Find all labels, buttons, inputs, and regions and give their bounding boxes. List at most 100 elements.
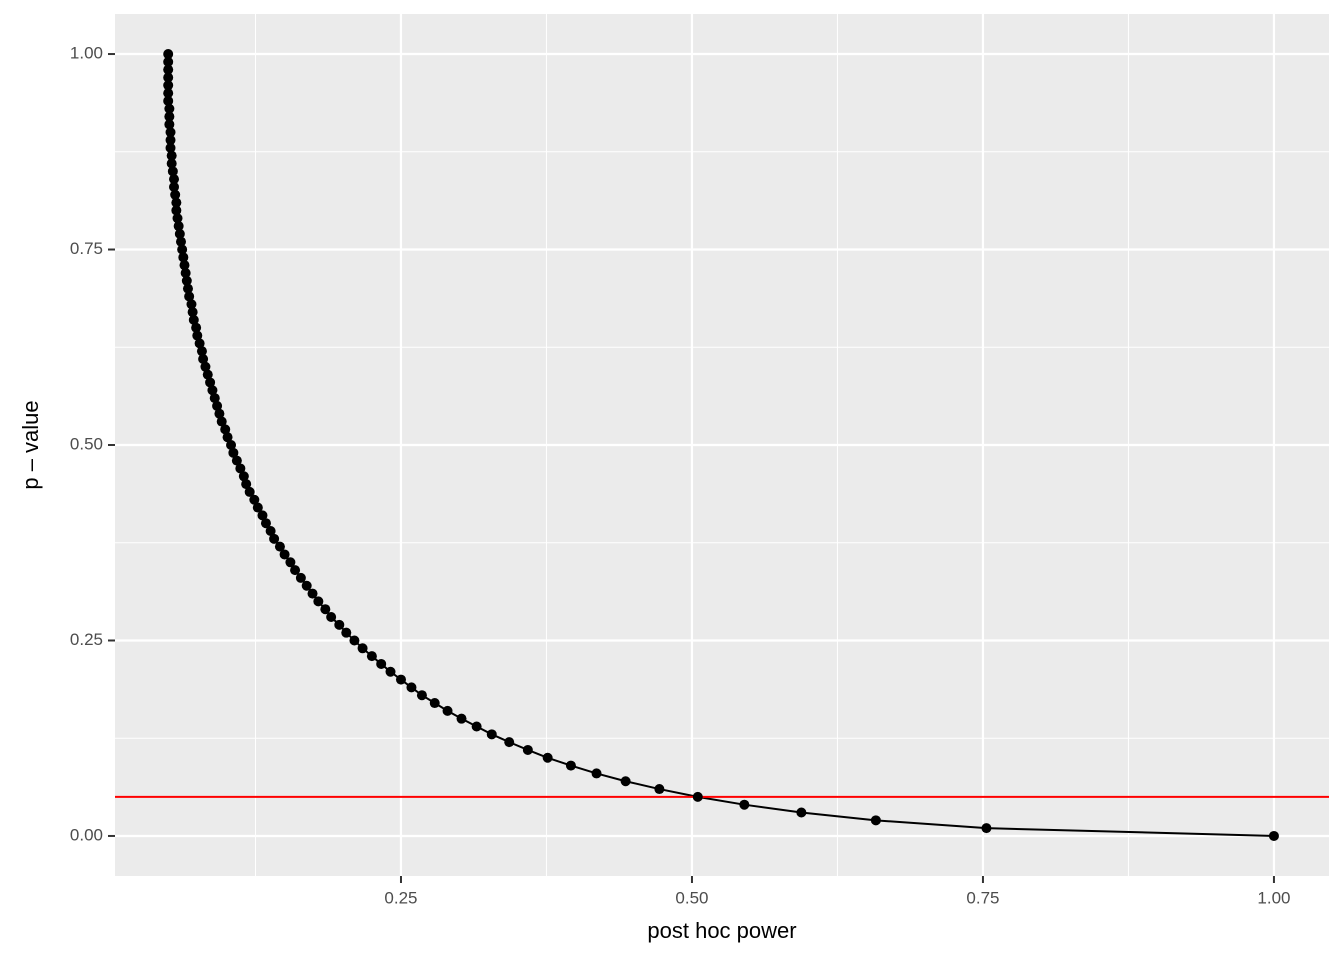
- point: [231, 455, 242, 466]
- point: [796, 807, 807, 818]
- point: [165, 127, 176, 138]
- point: [279, 549, 290, 560]
- x-axis-title: post hoc power: [647, 918, 796, 943]
- point: [166, 150, 177, 161]
- point: [164, 119, 175, 130]
- point: [235, 463, 246, 474]
- point: [222, 432, 233, 443]
- point: [163, 80, 174, 91]
- point: [169, 181, 180, 192]
- point: [366, 651, 377, 662]
- point: [192, 330, 203, 341]
- x-tick-label: 0.75: [966, 888, 999, 907]
- point: [326, 612, 337, 623]
- x-tick-label: 1.00: [1257, 888, 1290, 907]
- point: [870, 815, 881, 826]
- point: [164, 103, 175, 114]
- point: [341, 627, 352, 638]
- y-tick-label: 0.75: [70, 239, 103, 258]
- point: [191, 322, 202, 333]
- point: [178, 252, 189, 263]
- point: [173, 221, 184, 232]
- point: [565, 760, 576, 771]
- point: [209, 393, 220, 404]
- point: [522, 744, 533, 755]
- point: [216, 416, 227, 427]
- point: [265, 526, 276, 537]
- point: [214, 408, 225, 419]
- point: [416, 690, 427, 701]
- point: [504, 737, 515, 748]
- point: [257, 510, 268, 521]
- point: [184, 291, 195, 302]
- y-axis-title: p – value: [18, 400, 43, 489]
- point: [486, 729, 497, 740]
- point: [456, 713, 467, 724]
- point: [163, 56, 174, 67]
- point: [182, 283, 193, 294]
- point: [212, 400, 223, 411]
- point: [165, 142, 176, 153]
- point: [320, 604, 331, 615]
- point: [163, 95, 174, 106]
- point: [172, 213, 183, 224]
- point: [260, 518, 271, 529]
- point: [981, 823, 992, 834]
- point: [654, 784, 665, 795]
- point: [238, 471, 249, 482]
- point: [471, 721, 482, 732]
- point: [692, 791, 703, 802]
- point: [163, 88, 174, 99]
- point: [269, 533, 280, 544]
- point: [385, 666, 396, 677]
- point: [290, 565, 301, 576]
- point: [165, 135, 176, 146]
- point: [177, 244, 188, 255]
- point: [207, 385, 218, 396]
- point: [301, 580, 312, 591]
- point: [186, 299, 197, 310]
- point: [179, 260, 190, 271]
- point: [244, 486, 255, 497]
- point: [205, 377, 216, 388]
- point: [349, 635, 360, 646]
- point: [1268, 830, 1279, 841]
- point: [406, 682, 417, 693]
- point: [166, 158, 177, 169]
- point: [591, 768, 602, 779]
- point: [175, 236, 186, 247]
- point: [274, 541, 285, 552]
- point: [194, 338, 205, 349]
- point: [167, 166, 178, 177]
- point: [226, 440, 237, 450]
- point: [285, 557, 296, 568]
- point: [295, 572, 306, 583]
- point: [198, 353, 209, 364]
- point: [196, 346, 207, 357]
- point: [180, 267, 191, 278]
- point: [181, 275, 192, 286]
- point: [170, 189, 181, 200]
- point: [739, 799, 750, 810]
- point: [429, 698, 440, 709]
- point: [202, 369, 213, 380]
- point: [174, 228, 185, 239]
- point: [164, 111, 175, 122]
- x-tick-label: 0.50: [675, 888, 708, 907]
- point: [542, 752, 553, 763]
- point: [163, 49, 174, 60]
- point: [313, 596, 324, 607]
- point: [188, 314, 199, 325]
- point: [163, 64, 174, 75]
- y-tick-label: 0.25: [70, 630, 103, 649]
- point: [249, 494, 260, 505]
- point: [171, 197, 182, 208]
- point: [169, 174, 180, 185]
- y-tick-label: 0.00: [70, 825, 103, 844]
- point: [252, 502, 263, 513]
- x-tick-label: 0.25: [384, 888, 417, 907]
- point: [620, 776, 631, 787]
- point: [171, 205, 182, 216]
- point: [241, 479, 252, 490]
- y-tick-label: 0.50: [70, 434, 103, 453]
